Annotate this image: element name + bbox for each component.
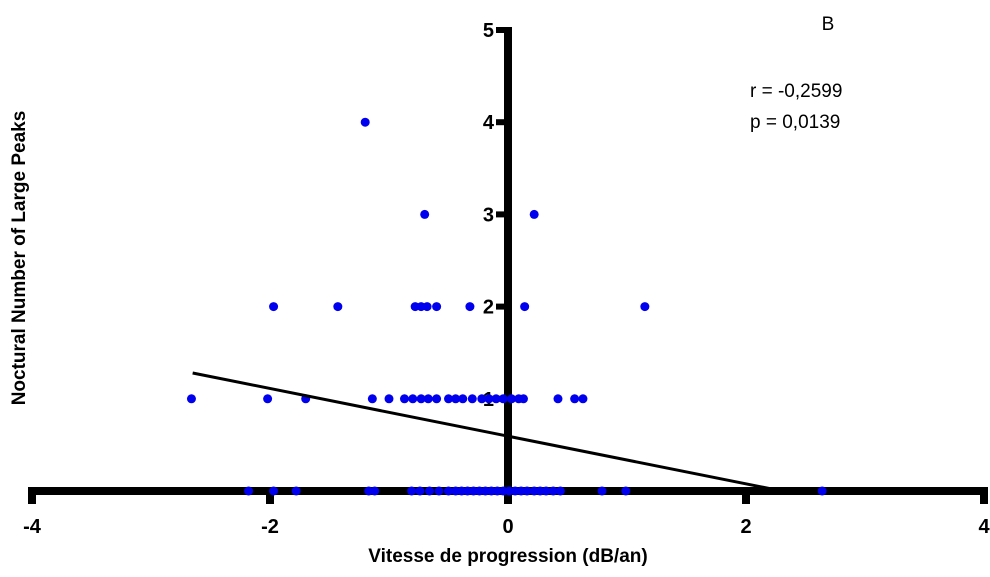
data-point <box>384 394 394 404</box>
panel-label: B <box>822 14 835 35</box>
data-point <box>518 394 528 404</box>
data-point <box>416 394 426 404</box>
data-point <box>399 394 409 404</box>
data-point <box>333 302 343 312</box>
y-tick-label: 4 <box>483 112 495 134</box>
data-point <box>434 486 444 496</box>
data-point <box>422 302 432 312</box>
x-tick-label: -4 <box>23 516 42 538</box>
data-point <box>360 117 370 127</box>
data-point <box>578 394 588 404</box>
data-point <box>570 394 580 404</box>
data-point <box>291 486 301 496</box>
data-point <box>186 394 196 404</box>
data-point <box>465 302 475 312</box>
data-point <box>451 394 461 404</box>
x-tick-label: 2 <box>740 516 751 538</box>
x-tick-label: 0 <box>502 516 513 538</box>
data-point <box>370 486 380 496</box>
x-axis-title: Vitesse de progression (dB/an) <box>368 546 647 567</box>
y-tick-label: 5 <box>483 20 494 42</box>
data-point <box>458 394 468 404</box>
data-point <box>432 302 442 312</box>
annotation-r: r = -0,2599 <box>750 81 842 102</box>
data-point <box>529 209 539 219</box>
data-point <box>408 394 418 404</box>
data-point <box>424 486 434 496</box>
data-point <box>520 302 530 312</box>
data-point <box>498 394 508 404</box>
data-points <box>186 117 827 496</box>
data-point <box>423 394 433 404</box>
data-point <box>597 486 607 496</box>
data-point <box>467 394 477 404</box>
data-point <box>817 486 827 496</box>
data-point <box>507 394 517 404</box>
data-point <box>407 486 417 496</box>
data-point <box>522 486 532 496</box>
regression-line <box>192 371 782 493</box>
data-point <box>553 394 563 404</box>
data-point <box>621 486 631 496</box>
x-tick-label: -2 <box>261 516 279 538</box>
data-point <box>420 209 430 219</box>
data-point <box>484 394 494 404</box>
x-tick-label: 4 <box>978 516 990 538</box>
data-point <box>415 486 425 496</box>
y-axis-title: Noctural Number of Large Peaks <box>9 111 30 406</box>
data-point <box>432 394 442 404</box>
data-point <box>263 394 273 404</box>
data-point <box>244 486 254 496</box>
data-point <box>269 302 279 312</box>
axes: -4-202412345 <box>23 20 990 538</box>
regression-line-group <box>192 371 782 493</box>
data-point <box>269 486 279 496</box>
data-point <box>444 394 453 404</box>
data-point <box>555 486 565 496</box>
data-point <box>367 394 377 404</box>
data-point <box>491 394 501 404</box>
annotation-p: p = 0,0139 <box>750 112 840 133</box>
data-point <box>477 394 487 404</box>
y-tick-label: 2 <box>483 297 494 319</box>
data-point <box>541 486 551 496</box>
data-point <box>640 302 650 312</box>
data-point <box>444 486 453 496</box>
y-tick-label: 3 <box>483 204 494 226</box>
data-point <box>548 486 558 496</box>
